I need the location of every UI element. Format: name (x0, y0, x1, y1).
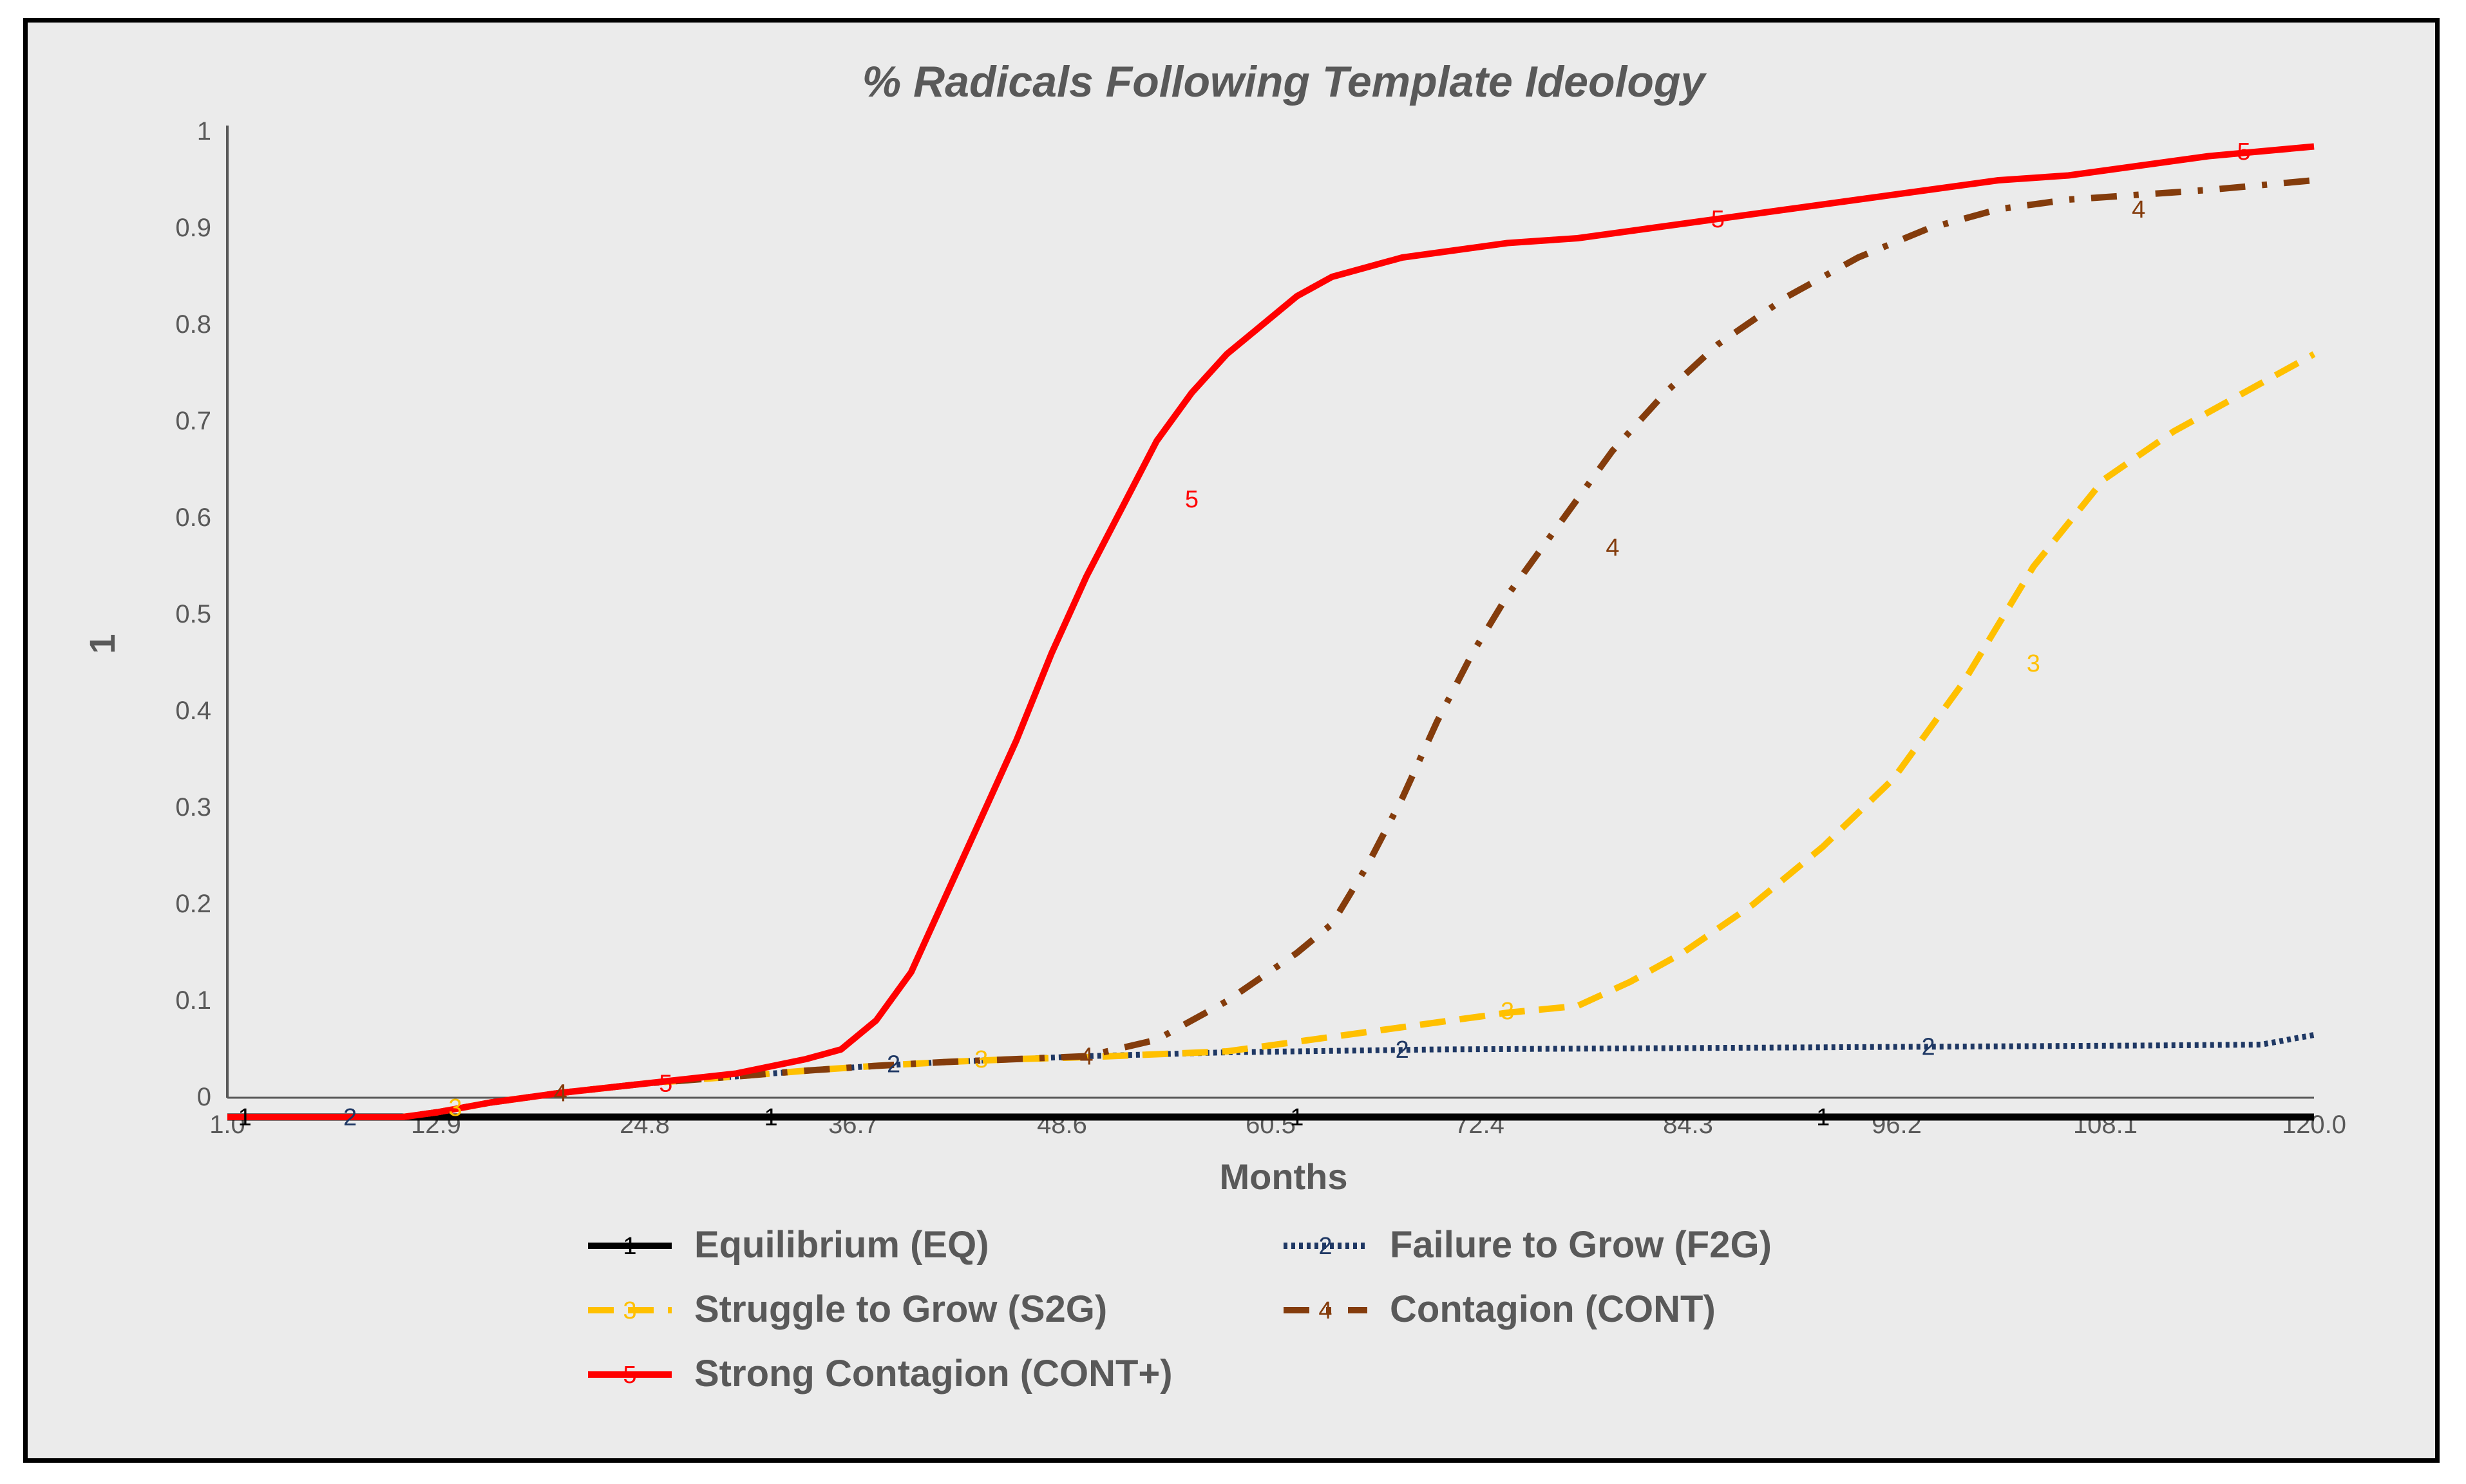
legend-marker-5: 5 (623, 1362, 636, 1389)
series-marker-2: 2 (887, 1051, 900, 1078)
y-tick-label: 0.1 (175, 986, 211, 1015)
series-markers: 1 1 1 1 2 2 2 2 3 3 3 3 4 4 4 4 5 5 5 5 (238, 138, 2251, 1131)
y-tick-label: 0.5 (175, 600, 211, 628)
x-axis-label: Months (1219, 1156, 1347, 1197)
series-marker-4: 4 (2132, 196, 2145, 223)
y-tick-label: 0.7 (175, 407, 211, 435)
series-marker-1: 1 (1290, 1104, 1304, 1131)
series-marker-1: 1 (764, 1104, 777, 1131)
legend-label-5: Strong Contagion (CONT+) (694, 1353, 1173, 1395)
series-marker-3: 3 (974, 1046, 988, 1073)
legend-item-5: 5 Strong Contagion (CONT+) (588, 1353, 1173, 1395)
legend-label-3: Struggle to Grow (S2G) (694, 1288, 1107, 1330)
y-tick-label: 0.4 (175, 697, 211, 725)
legend-item-2: 2 Failure to Grow (F2G) (1284, 1224, 1772, 1266)
series-marker-3: 3 (448, 1094, 462, 1122)
legend-marker-4: 4 (1318, 1297, 1332, 1324)
series-line-5 (227, 143, 2315, 1120)
y-tick-label: 0.6 (175, 503, 211, 532)
legend-marker-2: 2 (1318, 1233, 1332, 1260)
legend: 1 Equilibrium (EQ) 2 Failure to Grow (F2G) 3… (588, 1224, 1772, 1395)
series-marker-1: 1 (238, 1104, 252, 1131)
legend-marker-3: 3 (623, 1297, 636, 1324)
series-marker-4: 4 (1606, 534, 1619, 561)
series-marker-5: 5 (2237, 138, 2251, 165)
legend-label-1: Equilibrium (EQ) (694, 1224, 989, 1266)
series-marker-1: 1 (1816, 1104, 1830, 1131)
series-marker-3: 3 (1501, 998, 1514, 1025)
series-marker-5: 5 (1711, 206, 1725, 233)
series-marker-2: 2 (343, 1104, 357, 1131)
line-chart: % Radicals Following Template Ideology 0… (82, 57, 2346, 1395)
series-marker-5: 5 (1185, 486, 1199, 513)
chart-title: % Radicals Following Template Ideology (862, 57, 1707, 106)
legend-marker-1: 1 (623, 1233, 636, 1260)
legend-item-3: 3 Struggle to Grow (S2G) (588, 1288, 1107, 1330)
series-marker-5: 5 (659, 1071, 672, 1098)
series-marker-2: 2 (1921, 1034, 1935, 1061)
series-marker-4: 4 (1080, 1044, 1094, 1071)
y-tick-label: 0.2 (175, 890, 211, 918)
series-layer (227, 143, 2316, 1121)
legend-item-1: 1 Equilibrium (EQ) (588, 1224, 989, 1266)
legend-label-4: Contagion (CONT) (1390, 1288, 1716, 1330)
legend-item-4: 4 Contagion (CONT) (1284, 1288, 1716, 1330)
y-tick-labels: 0 0.1 0.2 0.3 0.4 0.5 0.6 0.7 0.8 0.9 1 (175, 117, 211, 1111)
y-tick-label: 1 (197, 117, 211, 146)
legend-label-2: Failure to Grow (F2G) (1390, 1224, 1772, 1266)
y-axis-label: 1 (82, 634, 122, 653)
y-tick-label: 0.8 (175, 310, 211, 339)
series-line-4 (227, 177, 2315, 1120)
series-marker-3: 3 (2027, 650, 2040, 677)
series-marker-2: 2 (1396, 1037, 1409, 1064)
series-marker-4: 4 (554, 1080, 567, 1107)
y-tick-label: 0.9 (175, 214, 211, 242)
y-tick-label: 0.3 (175, 793, 211, 822)
y-tick-label: 0 (197, 1083, 211, 1111)
chart-frame: % Radicals Following Template Ideology 0… (23, 18, 2440, 1463)
series-line-3 (227, 351, 2316, 1120)
